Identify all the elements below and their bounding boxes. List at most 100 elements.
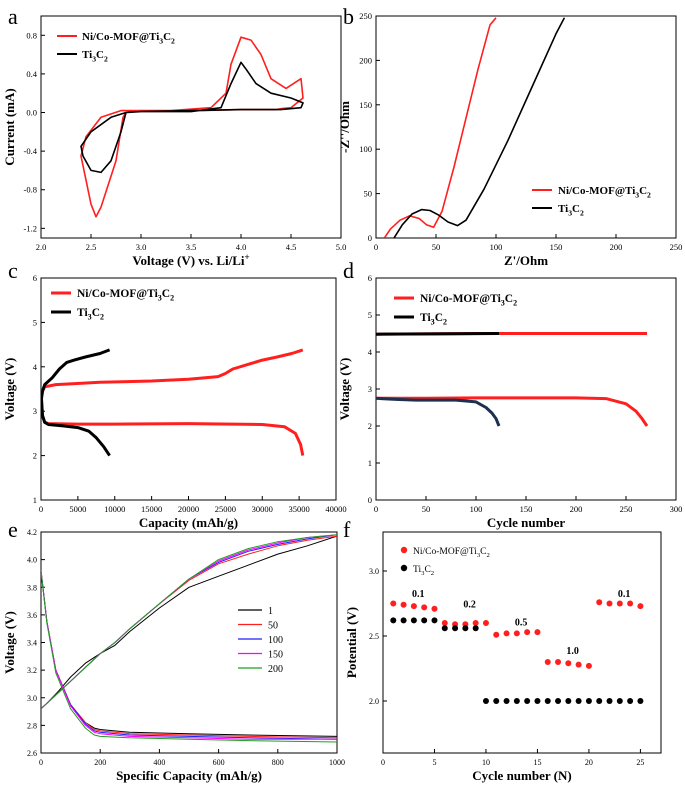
data-point [410, 603, 417, 610]
x-tick-label: 2.0 [36, 242, 47, 252]
x-tick-label: 0 [374, 242, 378, 252]
y-axis-label: Voltage (V) [2, 611, 17, 674]
data-point [493, 698, 500, 704]
x-axis-label: Voltage (V) vs. Li/Li+ [132, 252, 249, 268]
legend-swatch [400, 546, 408, 554]
legend-label: Ti3C2 [558, 203, 584, 217]
data-point [575, 698, 582, 704]
legend-subscript: 3 [92, 54, 96, 63]
legend-text: Ti [82, 49, 92, 61]
x-tick-label: 200 [610, 242, 623, 252]
y-tick-label: 250 [359, 11, 372, 21]
x-tick-label: 800 [272, 758, 284, 767]
panel-b: b 0 50 100 150 200 250 0 50 100 150 200 250 Z'/Ohm -Z'… [337, 4, 682, 268]
data-point [555, 659, 562, 665]
legend-text: Ni/Co-MOF@Ti [558, 185, 635, 197]
x-tick-label: 50 [422, 504, 431, 514]
series-line [41, 570, 337, 743]
y-tick-label: 2.8 [27, 721, 37, 730]
panel-letter: a [8, 4, 18, 29]
y-tick-label: 4.0 [27, 556, 37, 565]
panel-letter: f [343, 517, 351, 542]
y-tick-label: 5 [368, 310, 372, 320]
series-line [376, 332, 500, 336]
data-point [524, 629, 531, 636]
x-tick-label: 250 [670, 242, 683, 252]
y-tick-label: 50 [364, 189, 373, 199]
data-point [606, 698, 613, 704]
legend-label: 100 [268, 635, 283, 646]
data-point [606, 600, 613, 607]
x-tick-label: 250 [620, 504, 633, 514]
data-point [431, 605, 438, 612]
y-tick-label: 200 [359, 55, 372, 65]
legend-text: C [92, 307, 100, 319]
data-point [421, 604, 428, 611]
series-line [41, 570, 337, 739]
x-axis-label-sup: + [245, 252, 250, 262]
y-tick-label: 2.0 [369, 697, 379, 706]
legend-text: C [424, 565, 430, 575]
y-tick-label: 1 [33, 495, 37, 505]
data-point [534, 698, 541, 704]
x-tick-label: 30000 [252, 504, 273, 514]
x-tick-label: 25000 [215, 504, 236, 514]
panel-c: c 0 5000 10000 15000 20000 25000 30000 35000 4000… [2, 258, 347, 530]
panel-f: f 0 5 10 15 20 25 2.0 2.5 3.0 Cycle number (N) Pote… [343, 517, 662, 783]
legend-text: Ti [413, 565, 421, 575]
series-line [41, 534, 337, 710]
data-point [637, 603, 644, 610]
data-point [390, 600, 397, 607]
legend-subscript: 3 [421, 570, 425, 577]
series-line [376, 396, 649, 427]
legend-text: Ti [77, 307, 88, 319]
x-tick-label: 20 [585, 758, 593, 767]
y-tick-label: 100 [359, 144, 372, 154]
legend-subscript: 2 [100, 312, 104, 321]
legend-swatch [400, 564, 408, 572]
legend-text: C [572, 203, 580, 215]
x-tick-label: 300 [670, 504, 683, 514]
y-axis-label: Current (mA) [2, 88, 17, 165]
x-axis-label: Specific Capacity (mAh/g) [116, 768, 262, 783]
x-axis-label: Capacity (mAh/g) [139, 515, 238, 530]
y-tick-label: 3.2 [27, 666, 37, 675]
y-tick-label: 2.6 [27, 749, 37, 758]
x-tick-label: 35000 [289, 504, 310, 514]
data-point [585, 698, 592, 704]
legend-label: Ti3C2 [82, 49, 108, 63]
data-point [400, 601, 407, 608]
data-point [421, 617, 428, 624]
legend-label: Ni/Co-MOF@Ti3C2 [413, 547, 490, 559]
x-tick-label: 150 [550, 242, 563, 252]
x-tick-label: 20000 [178, 504, 199, 514]
panel-letter: c [8, 258, 18, 283]
x-tick-label: 600 [213, 758, 225, 767]
legend-subscript: 2 [171, 36, 175, 45]
data-point [390, 617, 397, 624]
rate-label: 0.1 [412, 589, 425, 600]
data-point [452, 625, 459, 632]
legend-subscript: 3 [158, 293, 162, 302]
x-tick-label: 15 [533, 758, 541, 767]
legend-text: C [162, 288, 170, 300]
data-point [616, 600, 623, 607]
data-point [410, 617, 417, 624]
legend-label: 200 [268, 664, 283, 675]
y-tick-label: 2.5 [369, 632, 379, 641]
y-tick-label: 4.2 [27, 528, 37, 537]
x-tick-label: 200 [570, 504, 583, 514]
data-point [585, 662, 592, 669]
x-tick-label: 5.0 [336, 242, 347, 252]
legend-subscript: 2 [104, 54, 108, 63]
legend-subscript: 3 [501, 298, 505, 307]
legend-label: 1 [268, 606, 273, 617]
data-point [400, 617, 407, 624]
y-tick-label: 3 [368, 384, 372, 394]
data-point [493, 631, 500, 638]
legend-label: 150 [268, 650, 283, 661]
y-tick-label: 3 [33, 406, 37, 416]
